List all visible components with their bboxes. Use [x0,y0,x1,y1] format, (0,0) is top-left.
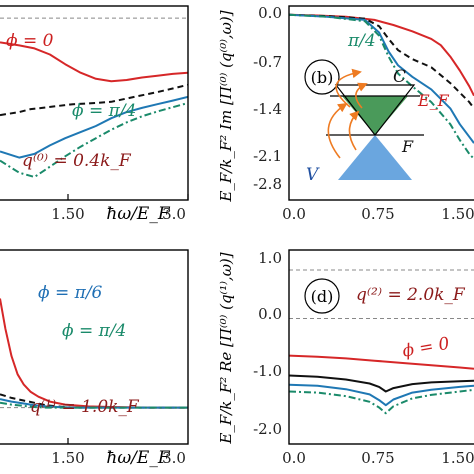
series-line-d-1 [289,374,474,393]
annotation-pi4: π/4 [347,31,376,51]
panel-label: (d) [311,287,334,306]
x-tick-label: 3.0 [162,449,186,467]
x-tick-label: 1.50 [441,205,474,223]
series-line-a-3 [0,102,188,178]
series-lines-c [0,298,188,409]
annotation-phi-0: ϕ = 0 [6,31,54,51]
panel-c: 1.50 3.0 ħω/E_F ϕ = π/6 ϕ = π/4 q⁽¹⁾ = 1… [0,249,189,468]
x-tick-label: 0.75 [361,205,394,223]
series-line-c-1 [0,393,188,409]
series-lines-b [289,13,474,160]
label-fermi-energy: E_F [417,91,450,110]
series-lines-a [0,41,188,178]
x-ticks-d: 0.0 0.75 1.50 [282,449,474,467]
axes-frame-a [0,5,189,201]
annotation-phi-pi4: ϕ = π/4 [72,101,136,121]
y-tick-label: -1.4 [253,100,282,118]
x-axis-label: ħω/E_F [106,204,170,224]
series-line-b-2 [289,13,474,144]
transition-arrow-icon [348,110,360,151]
y-tick-label: 0.0 [258,4,282,22]
y-ticks-b: 0.0 -0.7 -1.4 -2.1 -2.8 [253,4,282,193]
x-ticks-a: 1.50 3.0 [51,194,189,223]
axes-frame-c [0,249,189,445]
valence-band [338,135,412,180]
y-axis-label: E_F/k_F² Re [Π⁽⁰⁾ (q⁽¹⁾,ω)] [217,252,235,444]
y-tick-label: -2.0 [253,420,282,438]
dirac-cone-inset: C E_F F V [306,67,450,185]
transition-arrow-icon [327,102,348,159]
y-ticks-d: 1.0 0.0 -1.0 -2.0 [253,249,282,438]
panel-d: 1.0 0.0 -1.0 -2.0 0.0 0.75 1.50 E_F/k_F²… [217,249,474,467]
series-line-d-2 [289,383,474,407]
x-tick-label: 1.50 [51,205,84,223]
x-tick-label: 1.50 [441,449,474,467]
x-tick-label: 0.75 [361,449,394,467]
annotation-phi-pi6: ϕ = π/6 [38,283,103,303]
series-line-c-0 [0,298,188,409]
series-line-a-0 [0,41,188,83]
x-tick-label: 0.0 [282,205,306,223]
y-tick-label: 1.0 [258,249,282,267]
reference-lines-d [289,269,474,319]
annotation-q0: q⁽⁰⁾ = 0.4k_F [22,151,132,171]
y-tick-label: -2.8 [253,175,282,193]
axes-frame-d [288,249,474,445]
annotation-q1: q⁽¹⁾ = 1.0k_F [30,397,140,417]
annotation-phi-pi4: ϕ = π/4 [62,321,126,341]
y-tick-label: -0.7 [253,53,282,71]
transition-arrow-icon [335,68,362,108]
x-tick-label: 0.0 [282,449,306,467]
series-line-c-3 [0,401,188,409]
annotation-phi-0: ϕ = 0 [401,334,451,362]
x-tick-label: 1.50 [51,449,84,467]
y-tick-label: 0.0 [258,305,282,323]
series-lines-d [289,354,474,415]
axes-frame-b [288,5,474,201]
x-axis-label: ħω/E_F [106,448,170,468]
series-line-d-0 [289,354,474,370]
label-valence: V [306,165,320,185]
conduction-cone-outline [334,84,416,136]
x-ticks-c: 1.50 3.0 [51,438,186,467]
series-line-c-2 [0,398,188,409]
y-axis-label: E_F/k_F² Im [Π⁽⁰⁾ (q⁽⁰⁾,ω)] [217,10,235,202]
panel-label-circle [304,278,340,314]
x-tick-label: 3.0 [162,205,186,223]
panel-a: 1.50 3.0 ħω/E_F ϕ = 0 ϕ = π/4 q⁽⁰⁾ = 0.4… [0,5,189,224]
label-conduction: C [393,67,406,87]
annotation-q2: q⁽²⁾ = 2.0k_F [356,285,466,305]
series-line-d-3 [289,388,474,415]
series-line-a-2 [0,95,188,159]
conduction-band-filled [342,96,408,135]
panel-b: 0.0 -0.7 -1.4 -2.1 -2.8 0.0 0.75 1.50 E_… [217,4,474,223]
panel-label-circle [304,59,340,95]
transition-arrow-icon [355,82,368,109]
series-line-b-1 [289,13,474,109]
label-f: F [401,137,414,156]
x-ticks-b: 0.0 0.75 1.50 [282,205,474,223]
panel-label: (b) [311,68,334,87]
series-line-a-1 [0,83,188,117]
y-tick-label: -2.1 [253,147,282,165]
y-tick-label: -1.0 [253,362,282,380]
